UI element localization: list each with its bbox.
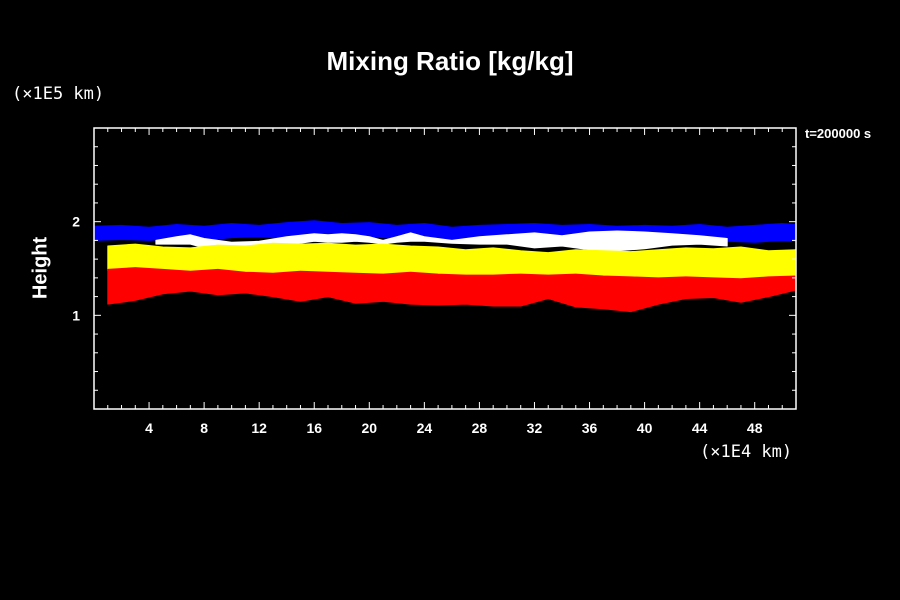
x-tick-label: 16	[306, 420, 322, 436]
white-region	[155, 230, 728, 252]
x-tick-label: 32	[527, 420, 543, 436]
x-tick-label: 36	[582, 420, 598, 436]
x-tick-label: 24	[417, 420, 433, 436]
y-tick-label: 2	[72, 214, 80, 230]
x-tick-label: 28	[472, 420, 488, 436]
x-axis-unit: (×1E4 km)	[700, 442, 793, 462]
x-tick-label: 40	[637, 420, 653, 436]
x-tick-label: 4	[145, 420, 153, 436]
time-annotation: t=200000 s	[805, 126, 872, 141]
x-tick-label: 8	[200, 420, 208, 436]
x-tick-label: 20	[362, 420, 378, 436]
y-axis-unit: (×1E5 km)	[12, 84, 105, 104]
y-tick-label: 1	[72, 307, 80, 323]
x-tick-label: 48	[747, 420, 763, 436]
x-tick-label: 44	[692, 420, 708, 436]
plot-frame	[93, 127, 797, 410]
x-tick-label: 12	[251, 420, 267, 436]
chart-title: Mixing Ratio [kg/kg]	[326, 46, 574, 76]
